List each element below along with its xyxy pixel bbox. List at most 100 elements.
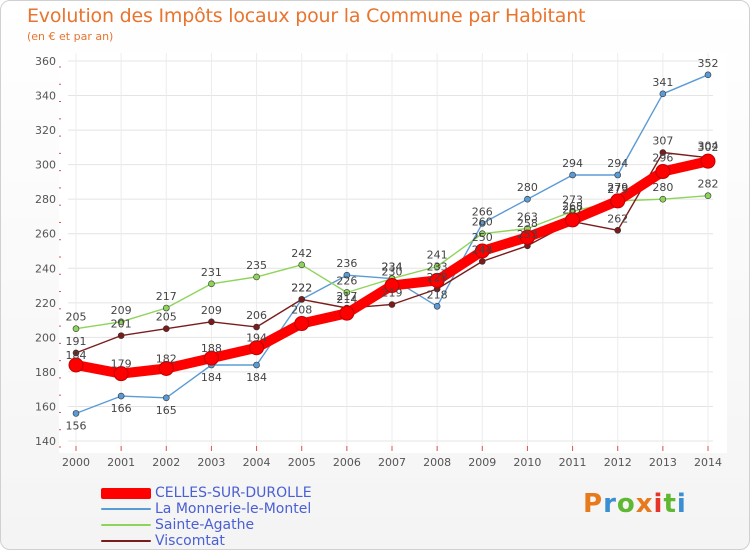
data-point	[253, 323, 260, 331]
legend-swatch-sainte-agathe	[101, 524, 151, 526]
legend-swatch-monnerie	[101, 508, 151, 510]
data-label: 201	[111, 318, 132, 331]
data-label: 302	[698, 141, 719, 154]
data-point	[162, 394, 170, 402]
data-point	[704, 192, 712, 200]
legend-swatch-celles	[101, 487, 151, 499]
data-label: 218	[427, 288, 448, 301]
data-label: 234	[382, 261, 403, 274]
x-tick-label: 2009	[468, 456, 496, 469]
data-label: 191	[66, 335, 87, 348]
data-point	[253, 361, 260, 369]
data-point	[384, 278, 400, 294]
x-tick-label: 2001	[107, 456, 135, 469]
data-point	[208, 280, 215, 288]
data-point	[704, 71, 712, 79]
logo-letter: x	[635, 489, 654, 519]
x-tick-label: 2014	[694, 456, 722, 469]
data-label: 217	[336, 290, 357, 303]
logo-letter: i	[676, 489, 687, 519]
data-label: 206	[246, 309, 267, 322]
data-label: 262	[607, 212, 628, 225]
data-label: 304	[698, 140, 719, 153]
data-point	[72, 410, 80, 417]
data-label: 208	[291, 304, 312, 317]
data-point	[610, 193, 626, 209]
data-label: 263	[517, 211, 538, 224]
logo-letter: r	[603, 489, 617, 519]
data-label: 219	[382, 287, 403, 300]
x-tick-label: 2011	[559, 456, 587, 469]
data-point	[429, 272, 445, 288]
data-label: 250	[472, 231, 493, 244]
chart-subtitle: (en € et par an)	[27, 30, 114, 43]
x-tick-label: 2013	[649, 456, 677, 469]
data-point	[659, 195, 667, 203]
data-point	[117, 318, 125, 326]
data-label: 234	[382, 261, 403, 274]
data-label: 165	[156, 404, 177, 417]
data-label: 194	[246, 332, 267, 345]
data-label: 242	[291, 247, 312, 260]
x-tick-label: 2007	[378, 456, 406, 469]
data-point	[158, 360, 174, 376]
data-label: 280	[517, 181, 538, 194]
data-label: 209	[201, 304, 222, 317]
data-label: 205	[156, 311, 177, 324]
legend-label-viscomtat: Viscomtat	[155, 533, 225, 549]
legend-label-monnerie: La Monnerie-le-Montel	[155, 501, 312, 517]
y-tick-label: 200	[35, 331, 56, 344]
legend-swatch-viscomtat	[101, 540, 151, 542]
data-point	[117, 392, 125, 400]
x-tick-label: 2006	[333, 456, 361, 469]
data-label: 352	[698, 57, 719, 70]
data-label: 184	[246, 371, 267, 384]
data-label: 282	[698, 178, 719, 191]
data-label: 214	[336, 293, 357, 306]
x-tick-label: 2000	[62, 456, 90, 469]
data-point	[614, 226, 622, 234]
data-label: 258	[517, 217, 538, 230]
data-point	[339, 305, 355, 321]
x-tick-label: 2012	[604, 456, 632, 469]
data-label: 188	[201, 342, 222, 355]
data-point	[298, 261, 306, 269]
legend-item-sainte-agathe: Sainte-Agathe	[101, 517, 312, 533]
data-point	[614, 171, 622, 179]
data-label: 244	[472, 243, 493, 256]
data-point	[433, 263, 441, 270]
data-point	[72, 349, 80, 357]
data-label: 253	[517, 228, 538, 241]
chart-title: Evolution des Impôts locaux pour la Comm…	[27, 5, 586, 27]
data-label: 179	[111, 358, 132, 371]
data-label: 266	[472, 205, 493, 218]
data-point	[113, 366, 129, 382]
data-point	[117, 332, 125, 339]
data-label: 241	[427, 249, 448, 262]
data-label: 233	[427, 260, 448, 273]
data-point	[478, 220, 486, 227]
data-point	[659, 149, 667, 156]
data-point	[68, 357, 84, 373]
logo-letter: i	[653, 489, 664, 519]
y-tick-label: 300	[35, 159, 56, 172]
y-tick-label: 220	[35, 297, 56, 310]
data-point	[478, 230, 486, 238]
data-point	[569, 171, 576, 179]
legend-label-sainte-agathe: Sainte-Agathe	[155, 517, 255, 533]
proxiti-logo: Proxiti	[583, 489, 687, 519]
y-tick-label: 140	[35, 435, 56, 448]
data-label: 184	[66, 349, 87, 362]
data-point	[519, 229, 535, 245]
logo-letter: o	[616, 489, 636, 519]
y-tick-label: 160	[35, 400, 56, 413]
data-point	[565, 212, 581, 228]
data-label: 260	[472, 216, 493, 229]
data-label: 230	[382, 266, 403, 279]
legend-item-viscomtat: Viscomtat	[101, 533, 312, 549]
data-point	[72, 325, 80, 333]
data-label: 182	[156, 352, 177, 365]
data-point	[203, 350, 219, 366]
y-tick-label: 360	[35, 55, 56, 68]
